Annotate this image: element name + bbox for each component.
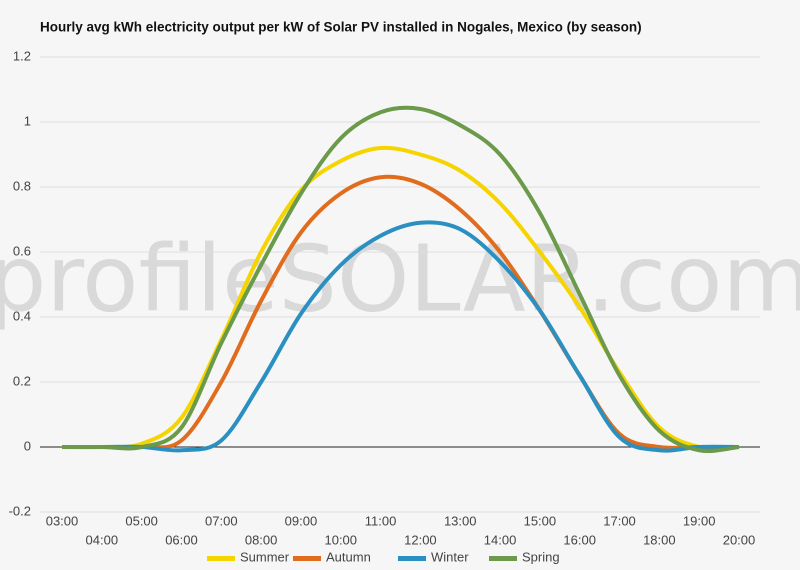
legend-label: Summer xyxy=(240,549,290,564)
x-tick-label: 06:00 xyxy=(165,532,198,547)
series-line xyxy=(62,220,740,453)
x-tick-label: 12:00 xyxy=(404,532,437,547)
y-tick-label: 0.6 xyxy=(13,243,31,258)
series-line xyxy=(62,174,739,450)
y-tick-label: 0.4 xyxy=(13,308,31,323)
legend-label: Spring xyxy=(522,549,560,564)
y-tick-label: 0.2 xyxy=(13,373,31,388)
x-tick-label: 08:00 xyxy=(245,532,278,547)
x-tick-label: 07:00 xyxy=(205,513,238,528)
legend-label: Winter xyxy=(431,549,469,564)
x-tick-label: 05:00 xyxy=(125,513,158,528)
series-line xyxy=(62,105,740,453)
x-tick-label: 15:00 xyxy=(524,513,557,528)
x-tick-label: 18:00 xyxy=(643,532,676,547)
y-tick-label: -0.2 xyxy=(9,503,31,518)
x-tick-label: 11:00 xyxy=(365,513,397,528)
legend-label: Autumn xyxy=(326,549,371,564)
x-tick-label: 04:00 xyxy=(86,532,119,547)
x-tick-label: 19:00 xyxy=(683,513,716,528)
x-tick-label: 10:00 xyxy=(324,532,357,547)
chart-title: Hourly avg kWh electricity output per kW… xyxy=(40,20,642,35)
watermark: profileSOLAR.com xyxy=(0,225,800,332)
y-tick-label: 1 xyxy=(24,113,31,128)
legend-swatch xyxy=(207,556,235,561)
x-tick-label: 13:00 xyxy=(444,513,477,528)
legend-swatch xyxy=(489,556,517,561)
legend-swatch xyxy=(398,556,426,561)
y-tick-label: 0.8 xyxy=(13,178,31,193)
x-tick-label: 14:00 xyxy=(484,532,517,547)
x-tick-label: 17:00 xyxy=(603,513,636,528)
legend-swatch xyxy=(293,556,321,561)
x-tick-label: 09:00 xyxy=(285,513,318,528)
y-tick-label: 0 xyxy=(24,438,31,453)
x-tick-label: 16:00 xyxy=(563,532,596,547)
x-tick-label: 03:00 xyxy=(46,513,79,528)
y-tick-label: 1.2 xyxy=(13,48,31,63)
x-tick-label: 20:00 xyxy=(723,532,756,547)
